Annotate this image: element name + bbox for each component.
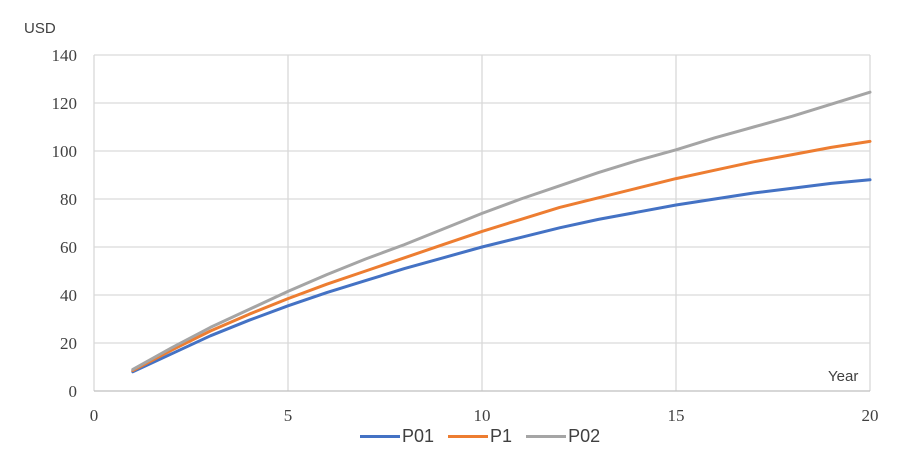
series-line-p1: [131, 139, 872, 373]
y-tick-label: 40: [60, 286, 77, 305]
legend-label-p1: P1: [490, 426, 513, 446]
legend: P01 P1 P02: [360, 426, 614, 447]
x-tick-label: 20: [862, 406, 879, 425]
x-tick-label: 15: [668, 406, 685, 425]
legend-item-p02: P02: [526, 426, 600, 447]
legend-swatch-p02: [526, 435, 567, 438]
x-tick-label: 0: [90, 406, 99, 425]
y-tick-label: 0: [69, 382, 78, 401]
legend-swatch-p1: [448, 435, 489, 438]
y-tick-label: 20: [60, 334, 77, 353]
y-tick-label: 140: [52, 46, 78, 65]
gridlines: [93, 54, 871, 391]
legend-item-p01: P01: [360, 426, 434, 447]
y-tick-label: 120: [52, 94, 78, 113]
x-axis-label: Year: [828, 368, 859, 385]
series-lines: [131, 90, 872, 374]
y-tick-label: 60: [60, 238, 77, 257]
legend-item-p1: P1: [448, 426, 512, 447]
x-tick-label: 10: [474, 406, 491, 425]
legend-swatch-p01: [360, 435, 400, 438]
y-tick-label: 80: [60, 190, 77, 209]
y-axis-label: USD: [24, 20, 56, 37]
legend-label-p01: P01: [402, 426, 435, 446]
y-tick-label: 100: [52, 142, 78, 161]
x-axis-ticks: 0 5 10 15 20: [90, 406, 879, 425]
y-axis-ticks: 0 20 40 60 80 100 120 140: [52, 46, 78, 401]
series-line-p02: [131, 90, 872, 371]
series-line-p01: [131, 178, 872, 374]
legend-label-p02: P02: [568, 426, 601, 446]
x-tick-label: 5: [284, 406, 293, 425]
